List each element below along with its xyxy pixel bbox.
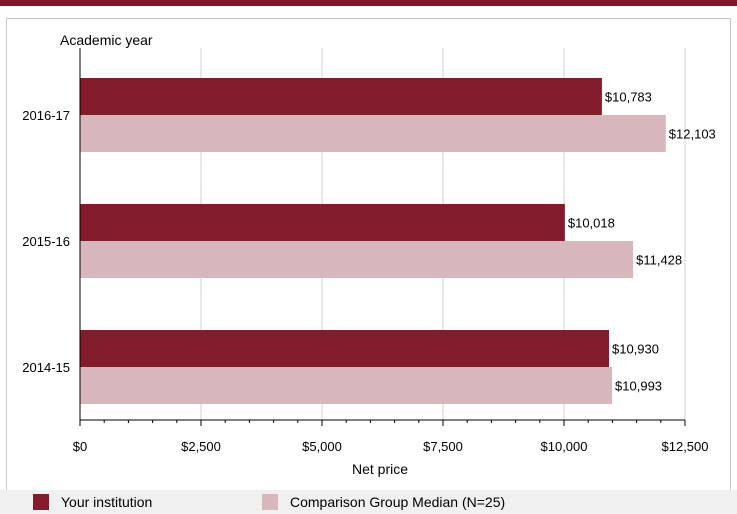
bars-layer (80, 78, 666, 404)
data-label: $10,018 (568, 216, 615, 231)
legend: Your institution Comparison Group Median… (0, 490, 737, 514)
y-axis-title: Academic year (60, 32, 153, 48)
bar-comparison-group (80, 367, 613, 404)
legend-item-your-institution: Your institution (33, 494, 152, 510)
x-tick-label: $10,000 (541, 439, 588, 454)
y-tick-label: 2016-17 (22, 108, 70, 123)
x-tick-label: $12,500 (662, 439, 709, 454)
legend-label-your-institution: Your institution (61, 494, 153, 510)
legend-swatch-your-institution (33, 494, 49, 510)
data-label: $11,428 (636, 253, 682, 268)
axis-layer: 2016-17 2015-16 2014-15 $0 $2,500 $5,000 $7,50… (22, 48, 709, 454)
data-label: $10,993 (615, 379, 662, 394)
data-label: $10,930 (612, 342, 659, 357)
x-axis-title: Net price (352, 461, 408, 477)
bar-your-institution (80, 204, 565, 241)
x-tick-label: $2,500 (181, 439, 221, 454)
y-tick-label: 2014-15 (22, 360, 70, 375)
top-accent-rule (0, 0, 737, 6)
labels-layer: $10,783 $12,103 $10,018 $11,428 $10,930 $10,9… (568, 90, 716, 394)
legend-swatch-comparison-group (262, 494, 278, 510)
net-price-chart: Academic year $10,783 $12,103 $10,018 $11,4… (22, 32, 716, 477)
y-tick-label: 2015-16 (22, 234, 70, 249)
data-label: $10,783 (605, 90, 652, 105)
bar-your-institution (80, 78, 602, 115)
x-tick-label: $0 (73, 439, 87, 454)
x-tick-label: $7,500 (423, 439, 463, 454)
bar-comparison-group (80, 241, 634, 278)
x-tick-label: $5,000 (302, 439, 342, 454)
bar-comparison-group (80, 115, 666, 152)
data-label: $12,103 (669, 127, 716, 142)
legend-label-comparison-group: Comparison Group Median (N=25) (290, 494, 506, 510)
legend-item-comparison-group: Comparison Group Median (N=25) (262, 494, 505, 510)
bar-your-institution (80, 330, 610, 367)
